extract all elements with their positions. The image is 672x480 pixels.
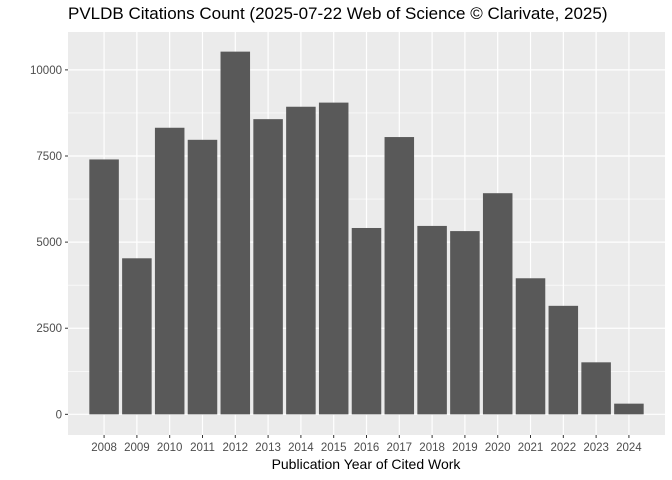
y-tick-label: 7500 — [36, 151, 62, 163]
bar-2017 — [384, 137, 415, 415]
bar-2018 — [417, 225, 447, 415]
bar-2009 — [122, 258, 152, 415]
bar-2014 — [286, 106, 316, 415]
x-tick-label: 2009 — [124, 442, 150, 454]
bar-2010 — [154, 127, 185, 415]
bar-2012 — [220, 51, 251, 415]
x-tick-label: 2017 — [387, 442, 413, 454]
y-tick-label: 5000 — [36, 237, 62, 249]
x-tick-label: 2019 — [452, 442, 478, 454]
bar-2013 — [253, 119, 283, 415]
y-tick-label: 2500 — [36, 323, 62, 335]
bar-2019 — [450, 231, 480, 415]
bar-2023 — [581, 362, 611, 415]
x-tick-label: 2015 — [321, 442, 347, 454]
x-tick-label: 2014 — [288, 442, 314, 454]
bar-2015 — [318, 102, 349, 415]
x-tick-label: 2023 — [583, 442, 609, 454]
x-tick-label: 2016 — [354, 442, 380, 454]
bar-2008 — [89, 159, 119, 415]
bar-2021 — [515, 278, 546, 415]
bar-2011 — [187, 139, 218, 415]
x-tick-label: 2018 — [419, 442, 445, 454]
x-tick-label: 2021 — [518, 442, 544, 454]
x-tick-label: 2011 — [190, 442, 215, 454]
x-tick-label: 2008 — [91, 442, 117, 454]
chart-title: PVLDB Citations Count (2025-07-22 Web of… — [68, 4, 608, 23]
x-tick-label: 2013 — [255, 442, 281, 454]
bar-2020 — [482, 193, 513, 415]
x-tick-label: 2012 — [222, 442, 248, 454]
axes: 0 2500 5000 7500 10000 2008 2009 2010 2011 2012 20… — [30, 65, 642, 454]
x-axis-label: Publication Year of Cited Work — [271, 456, 461, 472]
y-tick-label: 10000 — [30, 65, 62, 77]
x-tick-label: 2020 — [485, 442, 511, 454]
y-tick-label: 0 — [56, 409, 62, 421]
x-tick-label: 2010 — [157, 442, 183, 454]
bar-2022 — [548, 305, 579, 415]
x-tick-label: 2024 — [616, 442, 642, 454]
bar-2016 — [351, 227, 382, 415]
bars — [89, 51, 644, 415]
x-tick-label: 2022 — [551, 442, 577, 454]
bar-2024 — [614, 403, 644, 415]
